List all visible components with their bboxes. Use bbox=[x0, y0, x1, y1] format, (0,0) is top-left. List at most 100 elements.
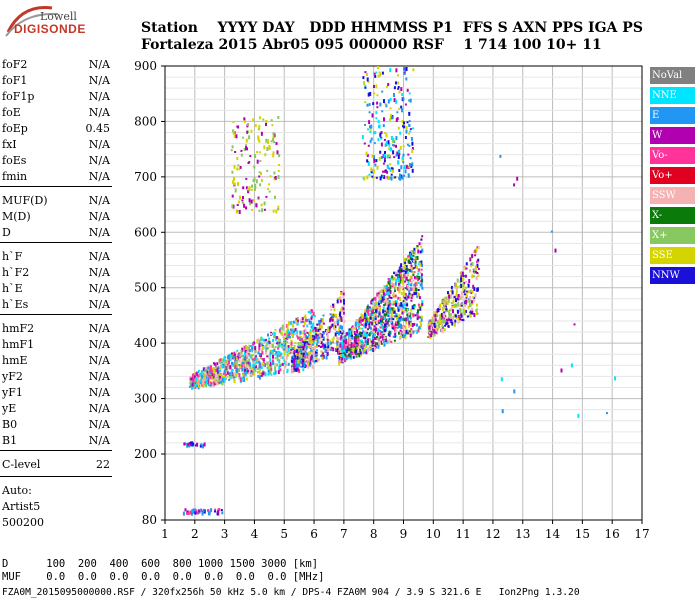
echo-point bbox=[190, 441, 192, 446]
echo-point bbox=[341, 345, 343, 349]
echo-point bbox=[250, 373, 253, 376]
echo-point bbox=[397, 155, 400, 159]
echo-point bbox=[253, 357, 256, 360]
echo-point bbox=[264, 153, 267, 157]
echo-point bbox=[251, 184, 253, 188]
echo-point bbox=[473, 269, 476, 271]
echo-point bbox=[237, 200, 240, 204]
echo-point bbox=[205, 378, 208, 382]
echo-point bbox=[379, 72, 382, 77]
echo-point bbox=[364, 71, 367, 74]
echo-point bbox=[402, 123, 405, 126]
echo-point bbox=[406, 308, 409, 311]
echo-point bbox=[459, 309, 462, 312]
echo-point bbox=[410, 266, 413, 271]
echo-point bbox=[439, 320, 442, 324]
echo-point bbox=[370, 137, 373, 141]
echo-point bbox=[465, 300, 468, 302]
echo-point bbox=[309, 311, 312, 315]
echo-point bbox=[387, 303, 390, 308]
echo-point bbox=[332, 303, 335, 308]
echo-point bbox=[241, 367, 244, 372]
echo-point bbox=[274, 338, 277, 341]
echo-point bbox=[326, 338, 329, 341]
echo-point bbox=[401, 286, 404, 290]
echo-point bbox=[260, 172, 263, 176]
echo-point bbox=[238, 210, 241, 214]
echo-point bbox=[383, 313, 386, 317]
echo-point bbox=[251, 208, 254, 211]
echo-point bbox=[299, 330, 302, 335]
echo-point bbox=[392, 169, 394, 173]
echo-point bbox=[476, 260, 479, 264]
echo-point bbox=[330, 341, 333, 345]
echo-point bbox=[302, 368, 305, 372]
echo-point bbox=[358, 324, 360, 326]
echo-point bbox=[218, 365, 221, 368]
echo-point bbox=[283, 333, 286, 336]
echo-point bbox=[231, 194, 234, 198]
echo-point bbox=[454, 314, 457, 318]
echo-point bbox=[389, 107, 392, 110]
echo-point bbox=[269, 362, 272, 367]
echo-point bbox=[266, 347, 269, 350]
echo-point bbox=[427, 323, 430, 327]
echo-point bbox=[384, 151, 386, 154]
echo-point bbox=[347, 349, 350, 352]
echo-point bbox=[463, 265, 466, 269]
echo-point bbox=[391, 167, 394, 170]
echo-point bbox=[247, 123, 249, 126]
echo-point bbox=[336, 348, 339, 353]
echo-point bbox=[200, 370, 203, 375]
echo-point bbox=[395, 274, 398, 277]
echo-point bbox=[355, 319, 358, 323]
echo-point bbox=[365, 350, 368, 355]
echo-point bbox=[303, 339, 306, 342]
echo-point bbox=[304, 357, 307, 360]
echo-point bbox=[399, 270, 402, 275]
param-label: foF1 bbox=[2, 74, 28, 87]
echo-point bbox=[322, 336, 325, 339]
echo-point bbox=[314, 339, 317, 342]
echo-point bbox=[212, 378, 215, 382]
echo-point bbox=[228, 353, 231, 358]
echo-point bbox=[343, 342, 346, 345]
echo-point bbox=[196, 442, 199, 447]
echo-point bbox=[369, 338, 371, 341]
echo-point bbox=[477, 246, 480, 250]
echo-point bbox=[351, 326, 354, 329]
echo-point bbox=[398, 331, 400, 335]
echo-point bbox=[248, 135, 251, 140]
echo-point bbox=[373, 321, 376, 324]
echo-point bbox=[390, 313, 393, 318]
echo-point bbox=[241, 364, 244, 368]
echo-point bbox=[402, 125, 404, 128]
echo-point bbox=[296, 330, 299, 333]
echo-point bbox=[314, 328, 317, 332]
echo-point bbox=[384, 286, 387, 288]
echo-point bbox=[440, 322, 443, 325]
echo-point bbox=[473, 313, 476, 317]
echo-point bbox=[320, 350, 323, 353]
echo-point bbox=[384, 302, 387, 306]
echo-point bbox=[389, 97, 392, 101]
echo-point bbox=[403, 73, 406, 75]
echo-point bbox=[240, 350, 243, 354]
echo-point bbox=[390, 173, 393, 176]
echo-point bbox=[397, 74, 399, 77]
echo-point bbox=[212, 367, 215, 370]
echo-point bbox=[260, 131, 263, 136]
echo-point bbox=[269, 370, 272, 375]
echo-point bbox=[414, 282, 417, 287]
echo-point bbox=[266, 139, 269, 141]
echo-point bbox=[473, 275, 475, 278]
echo-point bbox=[377, 295, 380, 299]
echo-point bbox=[388, 143, 391, 147]
echo-point bbox=[319, 340, 322, 344]
echo-point bbox=[338, 347, 341, 350]
echo-point bbox=[380, 315, 383, 319]
echo-point bbox=[336, 299, 339, 304]
echo-point bbox=[380, 131, 383, 135]
echo-point bbox=[403, 270, 406, 272]
echo-point bbox=[270, 350, 272, 355]
